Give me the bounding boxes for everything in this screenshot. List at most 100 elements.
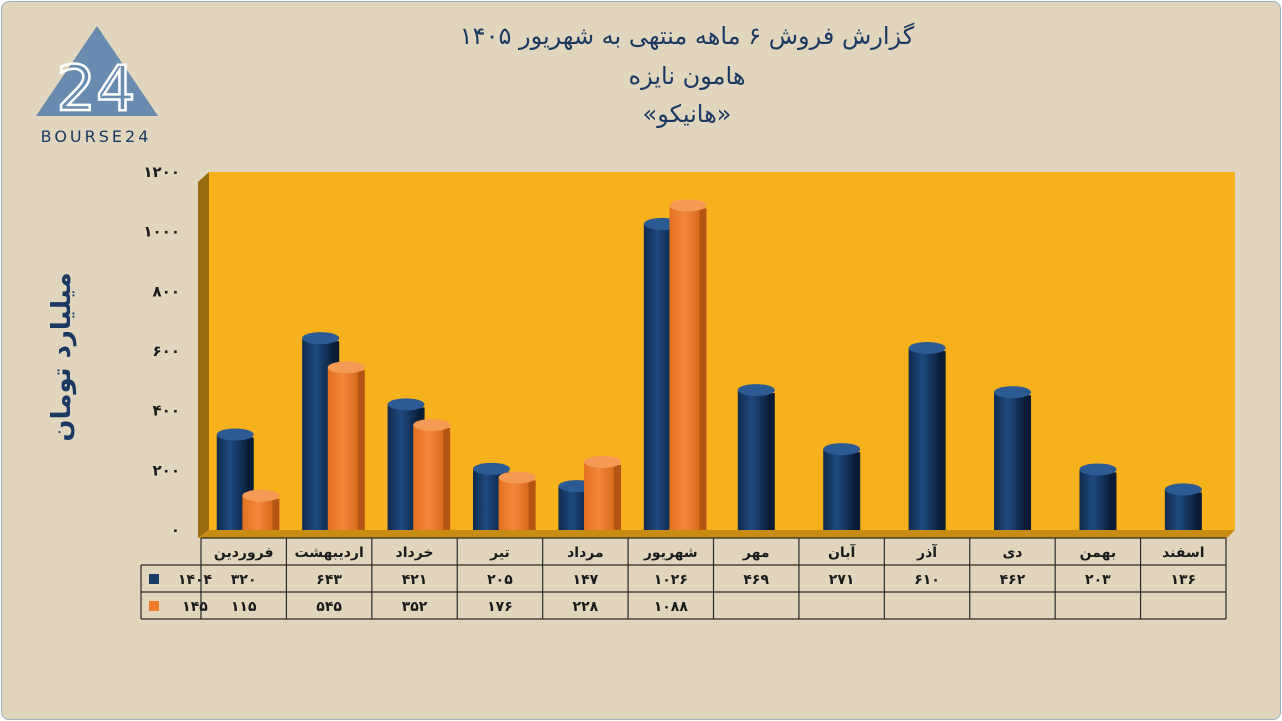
category-label: بهمن — [1080, 545, 1116, 561]
data-label: ۶۱۰ — [914, 572, 940, 588]
bar-1404-8-cap — [823, 443, 861, 456]
bar-1404-2-cap — [302, 332, 340, 345]
bar-1404-7-side — [765, 393, 775, 530]
logo-text: BOURSE24 — [41, 127, 152, 146]
category-label: آذر — [916, 543, 938, 561]
data-label: ۲۲۸ — [573, 599, 599, 615]
bar-1404-12-cap — [1164, 483, 1202, 496]
chart-title: گزارش فروش ۶ ماهه منتهی به شهریور ۱۴۰۵ — [459, 22, 915, 50]
bar-1405-5 — [584, 455, 622, 530]
bar-1405-2-front — [327, 367, 358, 530]
bar-1405-3-side — [441, 427, 451, 530]
bar-1404-1-cap — [216, 428, 254, 441]
bar-1405-1 — [242, 489, 280, 530]
bar-1404-7-front — [737, 390, 768, 530]
y-tick-label: ۲۰۰ — [153, 461, 180, 479]
bar-1405-6 — [669, 199, 707, 530]
bar-1405-5-front — [584, 461, 615, 530]
bar-1404-5-front — [558, 486, 589, 530]
bar-1405-4-front — [498, 477, 529, 530]
bourse24-logo: 24 BOURSE24 — [36, 26, 158, 146]
category-label: آبان — [828, 543, 856, 561]
data-label: ۵۴۵ — [316, 599, 342, 615]
y-tick-label: ۶۰۰ — [153, 342, 180, 360]
bar-1404-10 — [994, 386, 1032, 530]
bar-1405-3-cap — [413, 418, 451, 431]
plot-floor — [198, 530, 1235, 538]
bar-1404-4-front — [473, 468, 503, 530]
bar-1405-2-cap — [327, 361, 365, 374]
bar-1404-12-front — [1164, 489, 1195, 530]
category-label: خرداد — [396, 545, 434, 561]
bar-1404-12-side — [1192, 492, 1202, 530]
category-label: اسفند — [1162, 545, 1204, 561]
bar-1404-7-cap — [737, 384, 775, 397]
bar-1404-12 — [1164, 483, 1202, 530]
y-tick-label: ۸۰۰ — [153, 282, 180, 300]
bar-1405-6-cap — [669, 199, 707, 212]
data-label: ۳۵۲ — [402, 599, 428, 615]
data-label: ۴۲۱ — [402, 572, 428, 588]
bar-1404-7 — [737, 384, 775, 530]
bar-1404-10-cap — [994, 386, 1032, 399]
bar-1404-9-side — [936, 351, 946, 530]
bar-1404-6-front — [643, 223, 674, 530]
legend-label-1: ۱۴۰۴ — [178, 572, 213, 588]
category-label: تیر — [489, 545, 510, 561]
category-label: فروردین — [214, 545, 274, 561]
chart-subtitle-company: هامون نایزه — [628, 62, 746, 90]
data-label: ۴۶۲ — [1000, 572, 1026, 588]
bar-1405-6-front — [669, 205, 700, 530]
data-label: ۳۲۰ — [231, 572, 257, 588]
logo-number: 24 — [57, 52, 136, 125]
bar-1405-4-cap — [498, 471, 536, 484]
bar-1405-4-side — [526, 480, 536, 530]
legend-swatch-2 — [149, 601, 159, 611]
category-label: شهریور — [643, 545, 698, 561]
y-tick-label: ۱۰۰۰ — [143, 223, 180, 241]
bar-1404-8-front — [823, 449, 854, 530]
y-tick-label: ۱۲۰۰ — [143, 163, 180, 181]
bar-1404-1-side — [244, 437, 254, 530]
bar-1405-6-side — [697, 208, 707, 530]
bar-1404-9-cap — [908, 342, 946, 355]
bar-1405-3-front — [413, 424, 444, 530]
bar-1404-1-front — [216, 434, 247, 530]
bar-1404-4-cap — [473, 462, 510, 475]
data-label: ۱۳۶ — [1170, 572, 1196, 588]
y-tick-label: ۴۰۰ — [153, 402, 180, 420]
bar-1404-2-front — [302, 338, 333, 530]
bar-1405-5-cap — [584, 455, 622, 468]
data-label: ۱۰۲۶ — [654, 572, 688, 588]
data-label: ۲۰۵ — [487, 572, 513, 588]
bar-1404-11-side — [1107, 472, 1117, 530]
bar-1404-11-front — [1079, 469, 1110, 530]
bar-1405-1-side — [270, 498, 280, 530]
logo-triangle — [36, 26, 158, 116]
bar-1405-2-side — [355, 370, 365, 530]
category-label: مرداد — [567, 545, 604, 561]
data-label: ۶۴۳ — [316, 572, 342, 588]
bar-1404-9 — [908, 342, 946, 530]
bar-1404-11-cap — [1079, 463, 1117, 476]
category-label: مهر — [742, 545, 770, 561]
bar-1404-11 — [1079, 463, 1117, 530]
bar-1404-3-front — [387, 404, 418, 530]
data-label: ۴۶۹ — [743, 572, 769, 588]
bar-1405-2 — [327, 361, 365, 530]
bar-1404-3-cap — [387, 398, 425, 411]
bar-1404-9-front — [908, 348, 939, 530]
data-label: ۲۷۱ — [829, 572, 855, 588]
bar-1404-1 — [216, 428, 254, 530]
bar-1405-1-cap — [242, 489, 280, 502]
category-label: دی — [1002, 545, 1022, 561]
plot-side-wall — [198, 172, 209, 538]
legend-swatch-1 — [149, 574, 159, 584]
bar-1404-10-front — [994, 392, 1025, 530]
legend-label-2: ۱۴۵ — [182, 599, 208, 615]
bar-1404-8 — [823, 443, 861, 530]
chart-subtitle-ticker: «هانیکو» — [642, 100, 732, 128]
bar-1405-4 — [498, 471, 536, 530]
plot-background — [209, 172, 1235, 530]
